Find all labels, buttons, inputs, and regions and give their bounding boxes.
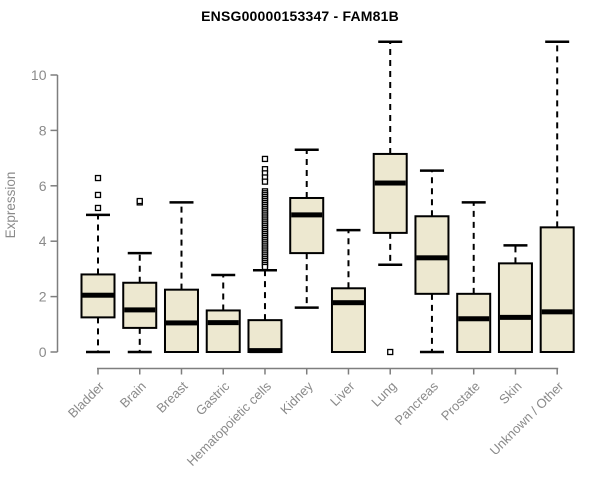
box-group-lung xyxy=(372,40,408,356)
median-line xyxy=(291,212,323,218)
box-group-skin xyxy=(497,244,533,353)
y-tick-label: 8 xyxy=(39,122,47,138)
iqr-box xyxy=(539,226,575,354)
median-line xyxy=(374,180,406,186)
box-group-gastric xyxy=(205,273,241,354)
outlier-point xyxy=(261,178,269,185)
iqr-box xyxy=(497,262,533,353)
median-line xyxy=(541,309,573,315)
median-line xyxy=(332,300,364,306)
x-tick-label-unknown-other: Unknown / Other xyxy=(487,378,567,458)
y-tick-label: 10 xyxy=(31,67,47,83)
x-tick-label-gastric: Gastric xyxy=(193,378,233,418)
iqr-box xyxy=(205,309,241,354)
x-tick-label-skin: Skin xyxy=(496,379,524,407)
iqr-box xyxy=(122,281,158,329)
y-axis: 0 2 4 6 8 10 Expression xyxy=(3,67,59,360)
box-group-unknown-other xyxy=(539,40,575,354)
median-line xyxy=(207,320,239,326)
x-tick-label-prostate: Prostate xyxy=(438,379,483,424)
box-group-breast xyxy=(163,201,199,353)
x-tick-label-breast: Breast xyxy=(153,378,190,415)
x-tick-label-lung: Lung xyxy=(368,379,399,410)
outlier-point xyxy=(387,348,394,356)
median-line xyxy=(124,307,156,313)
outlier-point xyxy=(136,197,143,205)
y-axis-label: Expression xyxy=(3,172,18,239)
iqr-box xyxy=(456,292,492,353)
iqr-box xyxy=(372,152,408,234)
median-line xyxy=(249,348,281,354)
x-tick-label-brain: Brain xyxy=(117,379,149,411)
outlier-point xyxy=(94,174,102,182)
median-line xyxy=(416,255,448,261)
box-group-hematopoietic-cells xyxy=(247,155,283,354)
box-group-brain xyxy=(122,197,158,354)
median-line xyxy=(165,320,197,326)
iqr-box xyxy=(330,287,366,354)
iqr-box xyxy=(247,319,283,353)
outlier-point xyxy=(261,155,269,163)
box-group-kidney xyxy=(289,148,325,309)
box-group-prostate xyxy=(456,201,492,353)
median-line xyxy=(499,314,531,320)
median-line xyxy=(82,292,114,298)
x-tick-label-bladder: Bladder xyxy=(65,378,108,421)
x-tick-label-pancreas: Pancreas xyxy=(392,378,442,428)
y-tick-label: 0 xyxy=(39,344,47,360)
box-group-liver xyxy=(330,228,366,354)
chart-title: ENSG00000153347 - FAM81B xyxy=(201,8,399,24)
iqr-box xyxy=(414,215,450,295)
outlier-point xyxy=(94,204,102,212)
box-group-bladder xyxy=(80,174,116,354)
x-tick-label-kidney: Kidney xyxy=(277,378,316,417)
outlier-point xyxy=(94,191,102,199)
y-tick-label: 2 xyxy=(39,289,47,305)
x-tick-label-liver: Liver xyxy=(327,378,358,409)
median-line xyxy=(458,316,490,322)
iqr-box xyxy=(289,196,325,255)
y-tick-label: 4 xyxy=(39,233,47,249)
y-tick-label: 6 xyxy=(39,178,47,194)
outlier-point xyxy=(261,263,269,271)
box-group-pancreas xyxy=(414,169,450,354)
